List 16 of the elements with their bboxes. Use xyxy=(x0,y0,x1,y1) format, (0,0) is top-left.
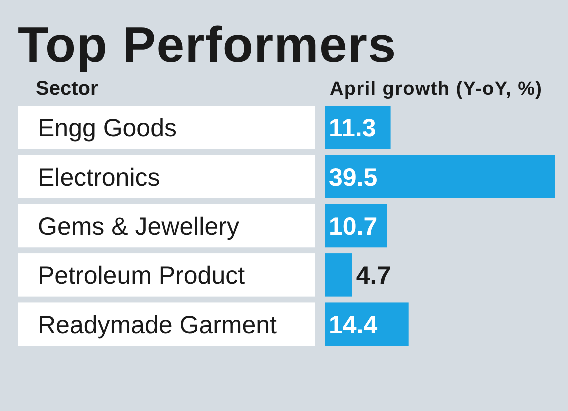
y-tick-label: Gems & Jewellery xyxy=(38,213,240,241)
y-tick-label: Petroleum Product xyxy=(38,262,246,290)
y-tick-label: Engg Goods xyxy=(38,114,177,143)
x-axis-title: April growth (Y-oY, %) xyxy=(330,79,542,100)
text: Sector xyxy=(36,78,98,100)
data-label: 39.5 xyxy=(329,164,378,192)
bar xyxy=(325,155,555,198)
data-label: 4.7 xyxy=(356,262,392,290)
bar xyxy=(325,254,352,297)
chart-title: Top Performers xyxy=(18,17,396,73)
data-label: 10.7 xyxy=(329,213,378,241)
y-tick-label: Readymade Garment xyxy=(38,311,278,340)
bar xyxy=(325,302,409,346)
data-label: 11.3 xyxy=(329,114,376,143)
data-label: 14.4 xyxy=(329,311,378,340)
y-tick-label: Electronics xyxy=(38,164,160,192)
